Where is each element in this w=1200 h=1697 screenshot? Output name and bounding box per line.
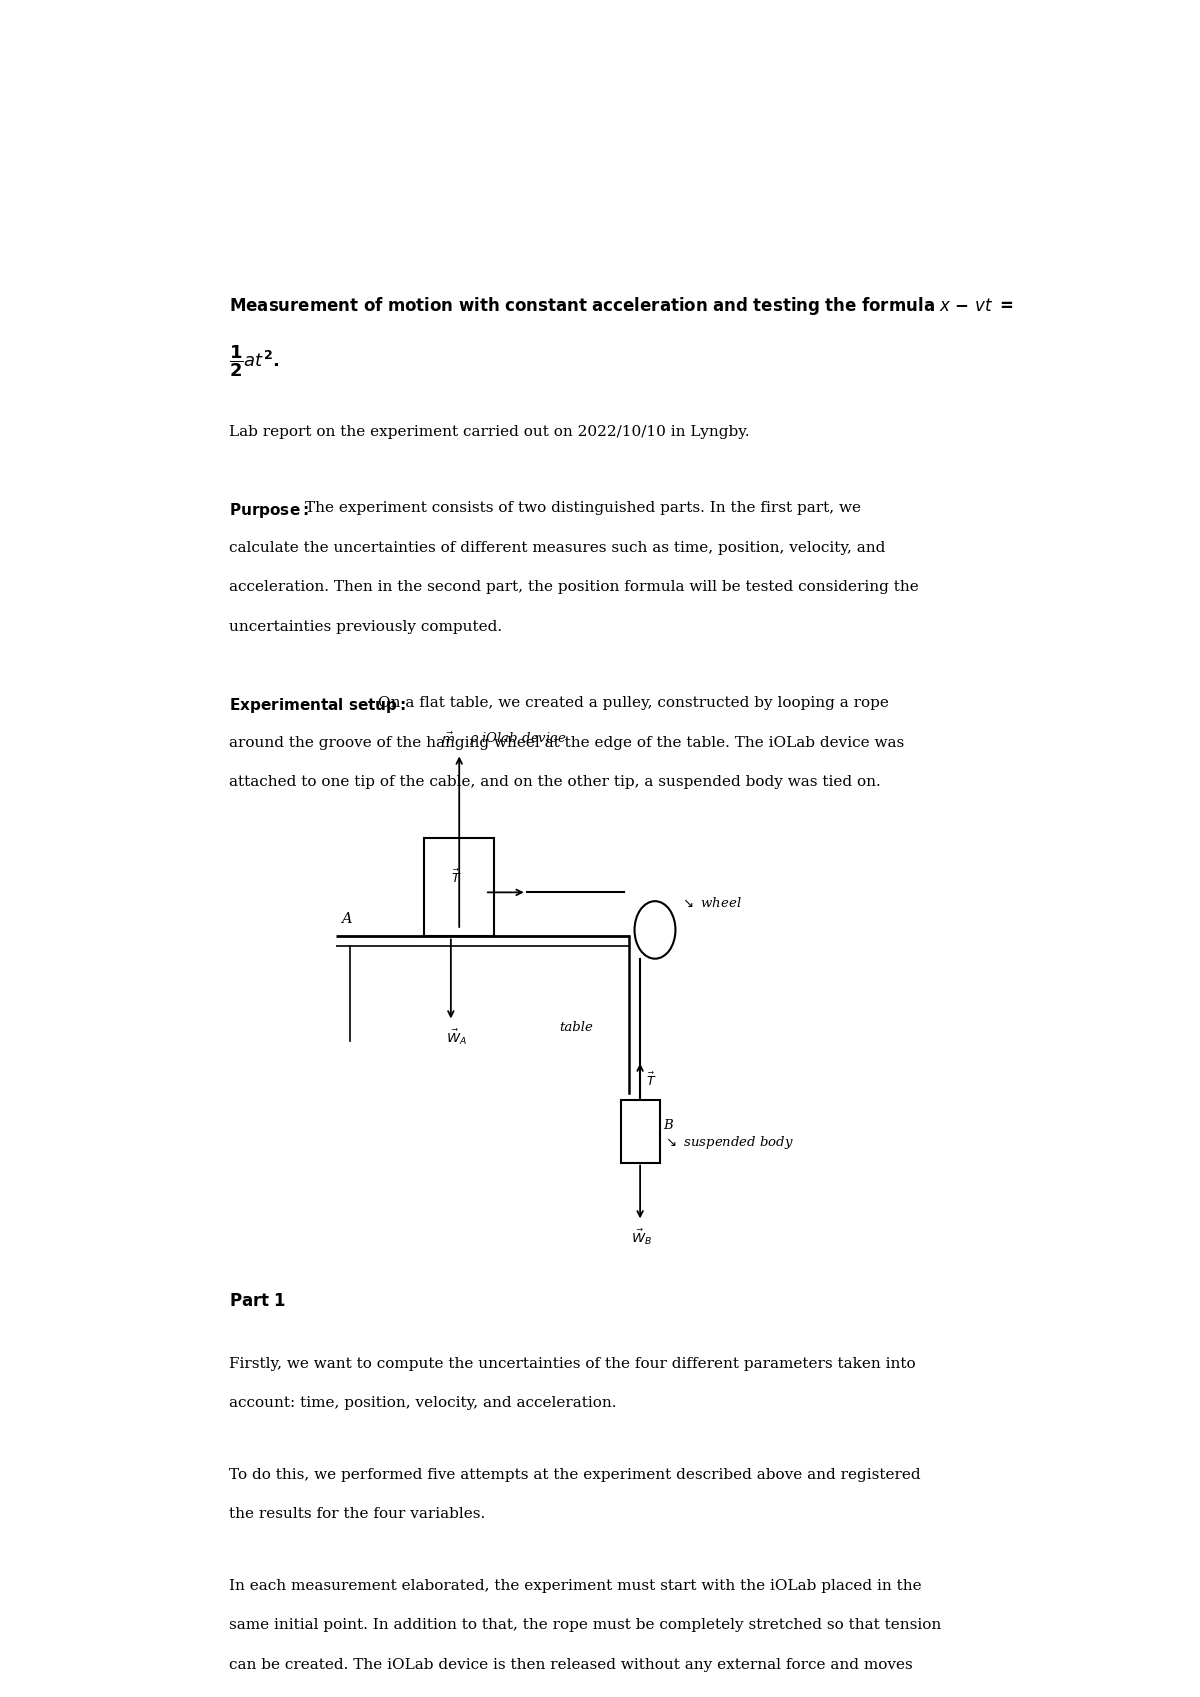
Bar <box>425 838 494 937</box>
Text: Lab report on the experiment carried out on 2022/10/10 in Lyngby.: Lab report on the experiment carried out… <box>229 424 750 440</box>
Text: $\mathbf{\dfrac{1}{2}}\mathbf{\mathit{at}^{2}.}$: $\mathbf{\dfrac{1}{2}}\mathbf{\mathit{at… <box>229 343 280 378</box>
Text: $\vec{W}_A$: $\vec{W}_A$ <box>446 1028 467 1047</box>
Text: account: time, position, velocity, and acceleration.: account: time, position, velocity, and a… <box>229 1397 617 1410</box>
Text: The experiment consists of two distinguished parts. In the first part, we: The experiment consists of two distingui… <box>305 502 862 516</box>
Text: B: B <box>664 1118 673 1132</box>
Text: To do this, we performed five attempts at the experiment described above and reg: To do this, we performed five attempts a… <box>229 1468 920 1481</box>
Text: $\searrow$ suspended body: $\searrow$ suspended body <box>664 1134 794 1151</box>
Text: Firstly, we want to compute the uncertainties of the four different parameters t: Firstly, we want to compute the uncertai… <box>229 1358 916 1371</box>
Text: A: A <box>341 911 352 927</box>
Text: uncertainties previously computed.: uncertainties previously computed. <box>229 619 502 635</box>
Text: $\rho$ iOlab device: $\rho$ iOlab device <box>468 730 565 747</box>
Text: the results for the four variables.: the results for the four variables. <box>229 1507 485 1521</box>
Text: around the groove of the hanging wheel at the edge of the table. The iOLab devic: around the groove of the hanging wheel a… <box>229 736 905 750</box>
Text: $\vec{W}_B$: $\vec{W}_B$ <box>631 1229 652 1247</box>
Text: calculate the uncertainties of different measures such as time, position, veloci: calculate the uncertainties of different… <box>229 541 886 555</box>
Text: can be created. The iOLab device is then released without any external force and: can be created. The iOLab device is then… <box>229 1658 913 1672</box>
Text: same initial point. In addition to that, the rope must be completely stretched s: same initial point. In addition to that,… <box>229 1617 941 1633</box>
Text: $\vec{m}$: $\vec{m}$ <box>440 731 455 747</box>
Text: $\searrow$ wheel: $\searrow$ wheel <box>680 896 742 910</box>
Text: $\vec{T}$: $\vec{T}$ <box>451 869 461 886</box>
Text: On a flat table, we created a pulley, constructed by looping a rope: On a flat table, we created a pulley, co… <box>378 696 889 711</box>
Text: $\vec{T}$: $\vec{T}$ <box>646 1071 656 1089</box>
Text: $\mathbf{Part\ 1}$: $\mathbf{Part\ 1}$ <box>229 1293 287 1310</box>
Text: $\mathbf{Measurement\ of\ motion\ with\ constant\ acceleration\ and\ testing\ th: $\mathbf{Measurement\ of\ motion\ with\ … <box>229 295 1013 317</box>
Text: $\mathbf{Purpose:}$: $\mathbf{Purpose:}$ <box>229 502 308 521</box>
Circle shape <box>635 901 676 959</box>
Text: attached to one tip of the cable, and on the other tip, a suspended body was tie: attached to one tip of the cable, and on… <box>229 776 881 789</box>
Bar <box>620 1100 660 1162</box>
Text: $\mathbf{Experimental\ setup:}$: $\mathbf{Experimental\ setup:}$ <box>229 696 406 716</box>
Text: table: table <box>559 1022 593 1035</box>
Text: In each measurement elaborated, the experiment must start with the iOLab placed : In each measurement elaborated, the expe… <box>229 1578 922 1592</box>
Text: acceleration. Then in the second part, the position formula will be tested consi: acceleration. Then in the second part, t… <box>229 580 919 594</box>
